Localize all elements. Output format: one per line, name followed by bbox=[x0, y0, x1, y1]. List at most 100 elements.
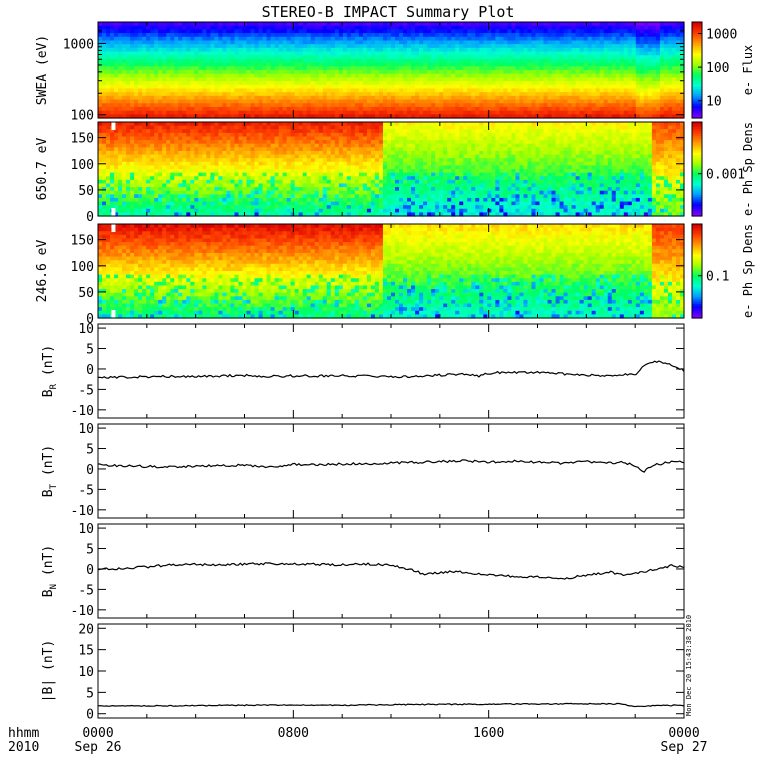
heatmap-cell bbox=[266, 55, 272, 60]
heatmap-cell bbox=[310, 110, 316, 115]
heatmap-cell bbox=[475, 81, 480, 86]
heatmap-cell bbox=[651, 62, 657, 67]
heatmap-cell bbox=[102, 88, 107, 93]
heatmap-cell bbox=[675, 92, 681, 97]
heatmap-cell bbox=[399, 33, 404, 38]
heatmap-cell bbox=[403, 47, 408, 53]
heatmap-cell bbox=[234, 44, 240, 49]
heatmap-cell bbox=[182, 190, 187, 195]
heatmap-cell bbox=[487, 106, 492, 112]
heatmap-cell bbox=[407, 99, 412, 104]
heatmap-cell bbox=[523, 92, 529, 97]
heatmap-cell bbox=[635, 25, 641, 30]
heatmap-cell bbox=[547, 81, 553, 86]
heatmap-cell bbox=[190, 62, 195, 67]
heatmap-cell bbox=[374, 55, 380, 60]
heatmap-cell bbox=[278, 29, 284, 34]
heatmap-cell bbox=[639, 47, 645, 53]
heatmap-cell bbox=[254, 81, 260, 86]
heatmap-cell bbox=[334, 84, 340, 90]
heatmap-cell bbox=[222, 114, 228, 119]
heatmap-cell bbox=[655, 33, 661, 38]
heatmap-cell bbox=[535, 95, 541, 101]
heatmap-cell bbox=[475, 88, 480, 93]
heatmap-cell bbox=[322, 114, 328, 119]
heatmap-cell bbox=[314, 33, 320, 38]
heatmap-cell bbox=[427, 62, 432, 67]
heatmap-cell bbox=[663, 77, 669, 82]
heatmap-cell bbox=[110, 165, 115, 170]
heatmap-cell bbox=[134, 169, 139, 174]
heatmap-cell bbox=[415, 110, 420, 115]
heatmap-cell bbox=[242, 25, 248, 30]
heatmap-cell bbox=[362, 114, 368, 119]
heatmap-cell bbox=[238, 92, 244, 97]
heatmap-cell bbox=[439, 73, 444, 78]
heatmap-cell bbox=[443, 70, 448, 75]
heatmap-cell bbox=[146, 197, 151, 203]
heatmap-cell bbox=[274, 73, 280, 78]
heatmap-cell bbox=[491, 70, 496, 75]
heatmap-cell bbox=[467, 51, 472, 56]
heatmap-cell bbox=[647, 84, 653, 90]
heatmap-cell bbox=[194, 73, 199, 78]
heatmap-cell bbox=[122, 62, 127, 67]
heatmap-cell bbox=[451, 55, 456, 60]
heatmap-cell bbox=[579, 22, 585, 27]
heatmap-cell bbox=[302, 47, 308, 53]
heatmap-cell bbox=[250, 92, 256, 97]
heatmap-cell bbox=[298, 73, 304, 78]
heatmap-cell bbox=[519, 88, 525, 93]
heatmap-cell bbox=[174, 88, 179, 93]
heatmap-cell bbox=[198, 208, 203, 213]
heatmap-cell bbox=[447, 106, 452, 112]
heatmap-cell bbox=[567, 81, 573, 86]
heatmap-cell bbox=[639, 66, 645, 71]
heatmap-cell bbox=[210, 70, 215, 75]
heatmap-cell bbox=[262, 183, 268, 188]
heatmap-cell bbox=[415, 22, 420, 27]
heatmap-cell bbox=[302, 95, 308, 101]
heatmap-cell bbox=[547, 22, 553, 27]
heatmap-cell bbox=[302, 62, 308, 67]
heatmap-cell bbox=[182, 158, 187, 163]
heatmap-cell bbox=[459, 84, 464, 90]
heatmap-cell bbox=[130, 179, 135, 185]
heatmap-cell bbox=[186, 125, 191, 130]
heatmap-cell bbox=[350, 103, 356, 108]
heatmap-cell bbox=[643, 51, 649, 56]
heatmap-cell bbox=[130, 25, 135, 30]
heatmap-cell bbox=[415, 55, 420, 60]
heatmap-cell bbox=[667, 99, 673, 104]
heatmap-cell bbox=[527, 58, 533, 64]
heatmap-cell bbox=[555, 95, 561, 101]
heatmap-cell bbox=[218, 81, 224, 86]
heatmap-cell bbox=[559, 55, 565, 60]
heatmap-cell bbox=[314, 99, 320, 104]
heatmap-cell bbox=[206, 33, 211, 38]
heatmap-cell bbox=[138, 132, 143, 138]
heatmap-cell bbox=[326, 95, 332, 101]
heatmap-cell bbox=[186, 183, 191, 188]
heatmap-cell bbox=[166, 22, 171, 27]
heatmap-cell bbox=[298, 22, 304, 27]
heatmap-cell bbox=[395, 95, 400, 101]
heatmap-cell bbox=[178, 176, 183, 181]
heatmap-cell bbox=[262, 44, 268, 49]
heatmap-cell bbox=[138, 110, 143, 115]
heatmap-cell bbox=[322, 66, 328, 71]
heatmap-cell bbox=[423, 44, 428, 49]
heatmap-cell bbox=[515, 33, 521, 38]
heatmap-cell bbox=[322, 88, 328, 93]
heatmap-cell bbox=[607, 36, 613, 42]
heatmap-cell bbox=[202, 154, 207, 159]
heatmap-cell bbox=[258, 125, 264, 130]
heatmap-cell bbox=[158, 212, 163, 217]
heatmap-cell bbox=[643, 114, 649, 119]
heatmap-cell bbox=[655, 70, 661, 75]
colorbar-swatch bbox=[692, 82, 702, 85]
heatmap-cell bbox=[475, 73, 480, 78]
heatmap-cell bbox=[619, 66, 625, 71]
heatmap-cell bbox=[370, 25, 376, 30]
heatmap-cell bbox=[218, 122, 224, 127]
